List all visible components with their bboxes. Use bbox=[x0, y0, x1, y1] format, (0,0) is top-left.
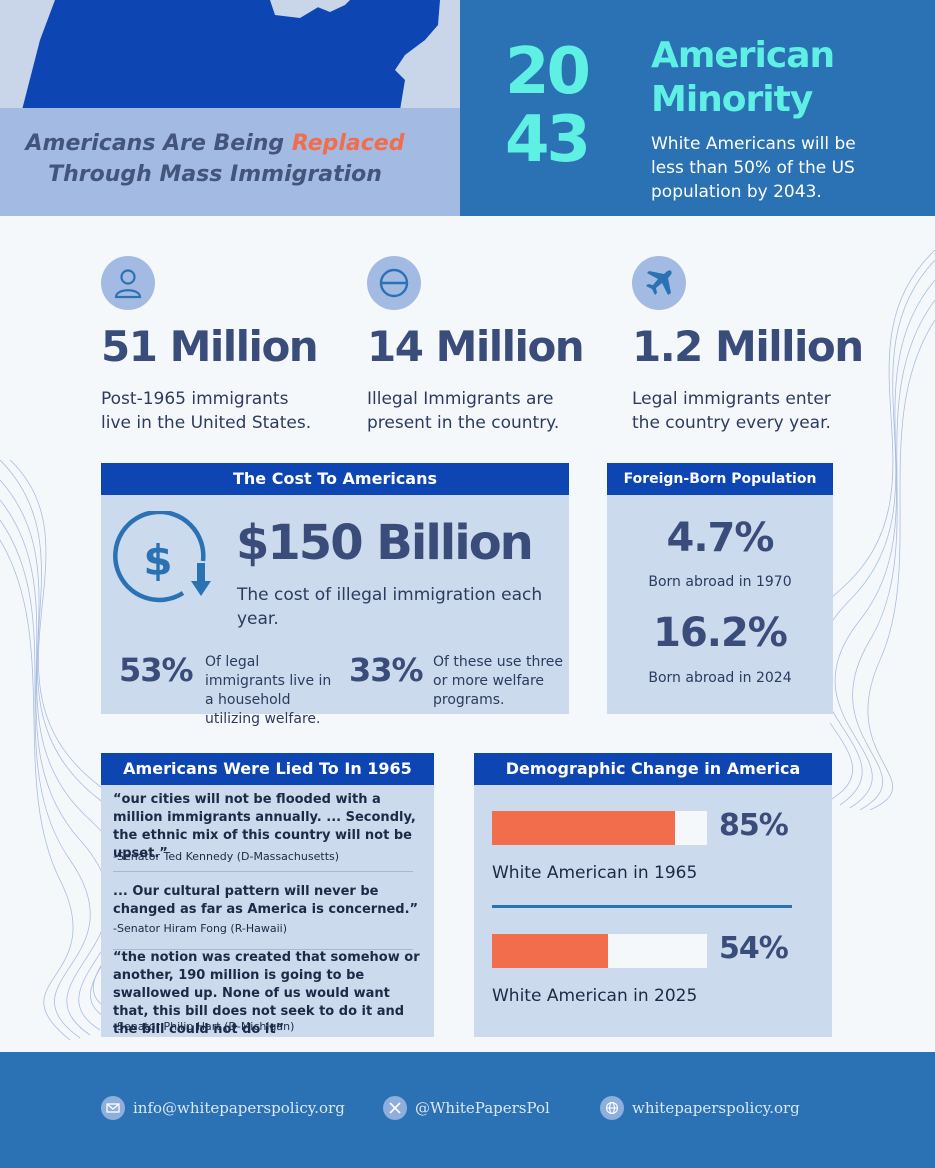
airplane-icon bbox=[632, 256, 686, 310]
quote-hart: “the notion was created that somehow or … bbox=[113, 950, 420, 1037]
wave-decoration-left bbox=[0, 460, 110, 1040]
stat-desc-legal: Legal immigrants enter the country every… bbox=[632, 389, 831, 433]
header-right-panel bbox=[460, 0, 935, 216]
header-title-band bbox=[0, 108, 460, 216]
footer-email-text[interactable]: info@whitepaperspolicy.org bbox=[133, 1099, 345, 1117]
bar-fill-1965 bbox=[492, 811, 675, 845]
lied-panel: Americans Were Lied To In 1965 “our citi… bbox=[101, 753, 434, 1037]
bar-fill-2025 bbox=[492, 934, 609, 968]
welfare-pct-33-desc: Of these use three or more welfare progr… bbox=[433, 654, 563, 708]
quote-fong-attrib: -Senator Hiram Fong (R-Hawaii) bbox=[113, 922, 288, 935]
foreign-born-1970-label: Born abroad in 1970 bbox=[648, 574, 792, 590]
welfare-pct-53: 53% bbox=[119, 651, 194, 689]
footer: info@whitepaperspolicy.org @WhitePapersP… bbox=[0, 1052, 935, 1168]
wave-decoration-right bbox=[830, 250, 935, 810]
foreign-born-panel: Foreign-Born Population 4.7% Born abroad… bbox=[607, 463, 833, 714]
footer-twitter-text[interactable]: @WhitePapersPol bbox=[415, 1099, 550, 1117]
foreign-born-2024-label: Born abroad in 2024 bbox=[648, 670, 792, 686]
bar-track-1965 bbox=[492, 811, 707, 845]
stat-value-legal: 1.2 Million bbox=[632, 322, 864, 371]
quote-hart-attrib: -Senator Philip Hart (D-Michigan) bbox=[113, 1020, 295, 1033]
cost-panel: The Cost To Americans $ $150 Billion The… bbox=[101, 463, 569, 727]
person-icon bbox=[101, 256, 155, 310]
year-2043: 20 43 bbox=[505, 35, 591, 177]
footer-twitter[interactable]: @WhitePapersPol bbox=[383, 1096, 550, 1120]
stat-value-illegal: 14 Million bbox=[367, 322, 585, 371]
quote-kennedy: “our cities will not be flooded with a m… bbox=[113, 792, 416, 861]
footer-email[interactable]: info@whitepaperspolicy.org bbox=[101, 1096, 345, 1120]
welfare-pct-33: 33% bbox=[349, 651, 424, 689]
footer-website-text[interactable]: whitepaperspolicy.org bbox=[632, 1099, 800, 1117]
welfare-pct-53-desc: Of legal immigrants live in a household … bbox=[205, 654, 332, 727]
no-entry-icon bbox=[367, 256, 421, 310]
lied-panel-heading: Americans Were Lied To In 1965 bbox=[101, 753, 434, 785]
bar-pct-2025: 54% bbox=[719, 931, 789, 966]
x-logo-icon bbox=[383, 1096, 407, 1120]
bar-label-1965: White American in 1965 bbox=[492, 863, 698, 883]
header-title: Americans Are Being Replaced Through Mas… bbox=[25, 131, 405, 187]
header-left-panel: Americans Are Being Replaced Through Mas… bbox=[0, 0, 460, 216]
stat-value-immigrants: 51 Million bbox=[101, 322, 319, 371]
us-map-graphic bbox=[22, 0, 440, 110]
demographic-panel: Demographic Change in America 85% White … bbox=[474, 753, 832, 1037]
foreign-born-1970-value: 4.7% bbox=[666, 515, 775, 561]
cost-description: The cost of illegal immigration each yea… bbox=[237, 585, 543, 629]
bar-label-2025: White American in 2025 bbox=[492, 986, 698, 1006]
quote-divider bbox=[113, 871, 413, 872]
minority-description: White Americans will be less than 50% of… bbox=[651, 134, 856, 202]
bar-pct-1965: 85% bbox=[719, 808, 789, 843]
bar-track-2025 bbox=[492, 934, 707, 968]
foreign-born-2024-value: 16.2% bbox=[653, 610, 788, 656]
mail-icon bbox=[101, 1096, 125, 1120]
stat-desc-illegal: Illegal Immigrants are present in the co… bbox=[367, 389, 560, 433]
cost-panel-heading: The Cost To Americans bbox=[101, 463, 569, 495]
header-title-accent: Replaced bbox=[291, 131, 405, 156]
globe-icon bbox=[600, 1096, 624, 1120]
minority-title: American Minority bbox=[651, 35, 835, 120]
quote-fong: ... Our cultural pattern will never be c… bbox=[113, 884, 419, 917]
stat-desc-immigrants: Post-1965 immigrants live in the United … bbox=[101, 389, 312, 433]
demographic-divider bbox=[492, 905, 792, 908]
svg-text:$: $ bbox=[143, 536, 172, 585]
quote-kennedy-attrib: -Senator Ted Kennedy (D-Massachusetts) bbox=[113, 850, 340, 863]
demographic-heading: Demographic Change in America bbox=[474, 753, 832, 785]
quote-divider bbox=[113, 949, 413, 950]
dollar-cycle-icon: $ bbox=[113, 511, 211, 603]
cost-amount: $150 Billion bbox=[236, 515, 534, 571]
foreign-born-heading: Foreign-Born Population bbox=[607, 463, 833, 495]
footer-website[interactable]: whitepaperspolicy.org bbox=[600, 1096, 800, 1120]
